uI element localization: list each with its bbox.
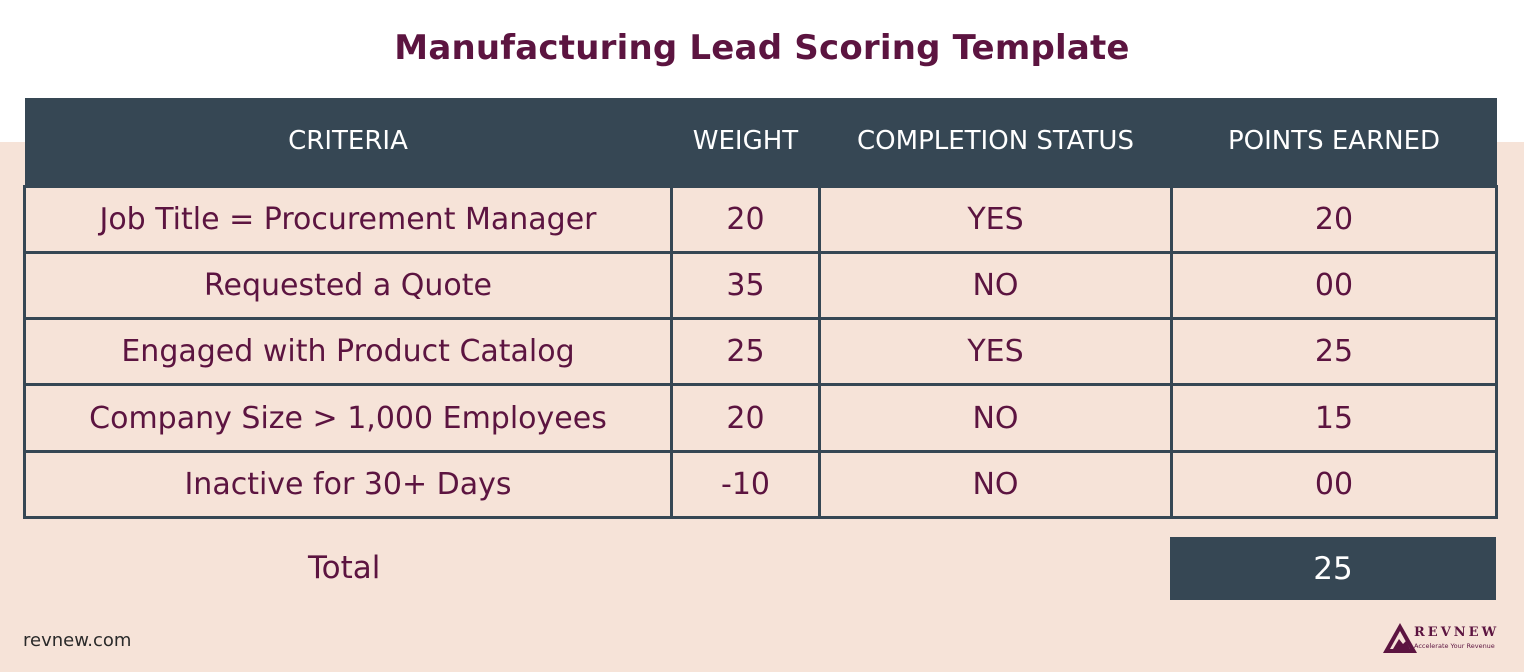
cell-criteria: Inactive for 30+ Days bbox=[23, 449, 673, 520]
revnew-logo: REVNEW Accelerate Your Revenue bbox=[1382, 622, 1502, 656]
cell-weight: 25 bbox=[670, 317, 821, 387]
header-criteria: CRITERIA bbox=[24, 98, 672, 186]
cell-criteria: Company Size > 1,000 Employees bbox=[23, 383, 673, 453]
cell-points: 00 bbox=[1170, 449, 1498, 520]
cell-points: 15 bbox=[1170, 383, 1498, 453]
triangle-mountain-icon bbox=[1383, 623, 1417, 653]
header-points-earned: POINTS EARNED bbox=[1171, 98, 1497, 186]
cell-status: NO bbox=[818, 250, 1173, 321]
cell-status: NO bbox=[818, 383, 1173, 453]
cell-weight: 20 bbox=[670, 184, 821, 254]
header-completion-status: COMPLETION STATUS bbox=[819, 98, 1172, 186]
cell-weight: 20 bbox=[670, 383, 821, 453]
table-row: Engaged with Product Catalog 25 YES 25 bbox=[23, 317, 1498, 387]
cell-points: 20 bbox=[1170, 184, 1498, 254]
total-value: 25 bbox=[1313, 550, 1353, 587]
table-header-row: CRITERIA WEIGHT COMPLETION STATUS POINTS… bbox=[24, 98, 1497, 186]
cell-status: NO bbox=[818, 449, 1173, 520]
table-row: Company Size > 1,000 Employees 20 NO 15 bbox=[23, 383, 1498, 453]
table-row: Requested a Quote 35 NO 00 bbox=[23, 250, 1498, 321]
logo-tagline: Accelerate Your Revenue bbox=[1414, 642, 1495, 650]
total-label: Total bbox=[308, 550, 381, 586]
cell-criteria: Engaged with Product Catalog bbox=[23, 317, 673, 387]
page-title: Manufacturing Lead Scoring Template bbox=[394, 28, 1130, 68]
footer-url: revnew.com bbox=[23, 630, 132, 651]
table-row: Inactive for 30+ Days -10 NO 00 bbox=[23, 449, 1498, 520]
total-value-box: 25 bbox=[1170, 537, 1496, 600]
cell-status: YES bbox=[818, 317, 1173, 387]
cell-points: 25 bbox=[1170, 317, 1498, 387]
header-weight: WEIGHT bbox=[671, 98, 820, 186]
cell-status: YES bbox=[818, 184, 1173, 254]
cell-weight: -10 bbox=[670, 449, 821, 520]
lead-scoring-table: CRITERIA WEIGHT COMPLETION STATUS POINTS… bbox=[23, 98, 1498, 520]
cell-criteria: Job Title = Procurement Manager bbox=[23, 184, 673, 254]
logo-name: REVNEW bbox=[1414, 625, 1500, 640]
cell-weight: 35 bbox=[670, 250, 821, 321]
cell-points: 00 bbox=[1170, 250, 1498, 321]
table-row: Job Title = Procurement Manager 20 YES 2… bbox=[23, 184, 1498, 254]
cell-criteria: Requested a Quote bbox=[23, 250, 673, 321]
